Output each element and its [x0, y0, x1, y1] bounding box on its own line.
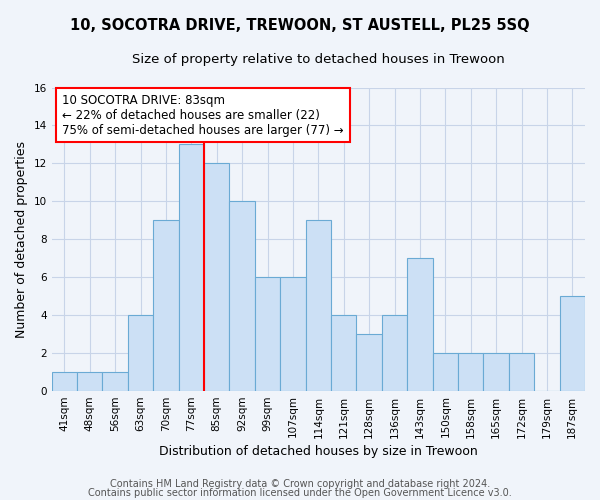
- Bar: [153, 220, 179, 390]
- Bar: [484, 352, 509, 391]
- Y-axis label: Number of detached properties: Number of detached properties: [15, 140, 28, 338]
- Bar: [204, 164, 229, 390]
- Bar: [103, 372, 128, 390]
- Bar: [179, 144, 204, 390]
- Bar: [560, 296, 585, 390]
- Bar: [509, 352, 534, 391]
- Bar: [382, 315, 407, 390]
- Bar: [433, 352, 458, 391]
- Bar: [458, 352, 484, 391]
- Text: 10 SOCOTRA DRIVE: 83sqm
← 22% of detached houses are smaller (22)
75% of semi-de: 10 SOCOTRA DRIVE: 83sqm ← 22% of detache…: [62, 94, 344, 136]
- Bar: [229, 201, 255, 390]
- Text: Contains HM Land Registry data © Crown copyright and database right 2024.: Contains HM Land Registry data © Crown c…: [110, 479, 490, 489]
- Bar: [52, 372, 77, 390]
- Text: Contains public sector information licensed under the Open Government Licence v3: Contains public sector information licen…: [88, 488, 512, 498]
- Bar: [407, 258, 433, 390]
- Text: 10, SOCOTRA DRIVE, TREWOON, ST AUSTELL, PL25 5SQ: 10, SOCOTRA DRIVE, TREWOON, ST AUSTELL, …: [70, 18, 530, 32]
- X-axis label: Distribution of detached houses by size in Trewoon: Distribution of detached houses by size …: [159, 444, 478, 458]
- Bar: [128, 315, 153, 390]
- Bar: [77, 372, 103, 390]
- Bar: [305, 220, 331, 390]
- Bar: [356, 334, 382, 390]
- Bar: [331, 315, 356, 390]
- Bar: [255, 277, 280, 390]
- Title: Size of property relative to detached houses in Trewoon: Size of property relative to detached ho…: [132, 52, 505, 66]
- Bar: [280, 277, 305, 390]
